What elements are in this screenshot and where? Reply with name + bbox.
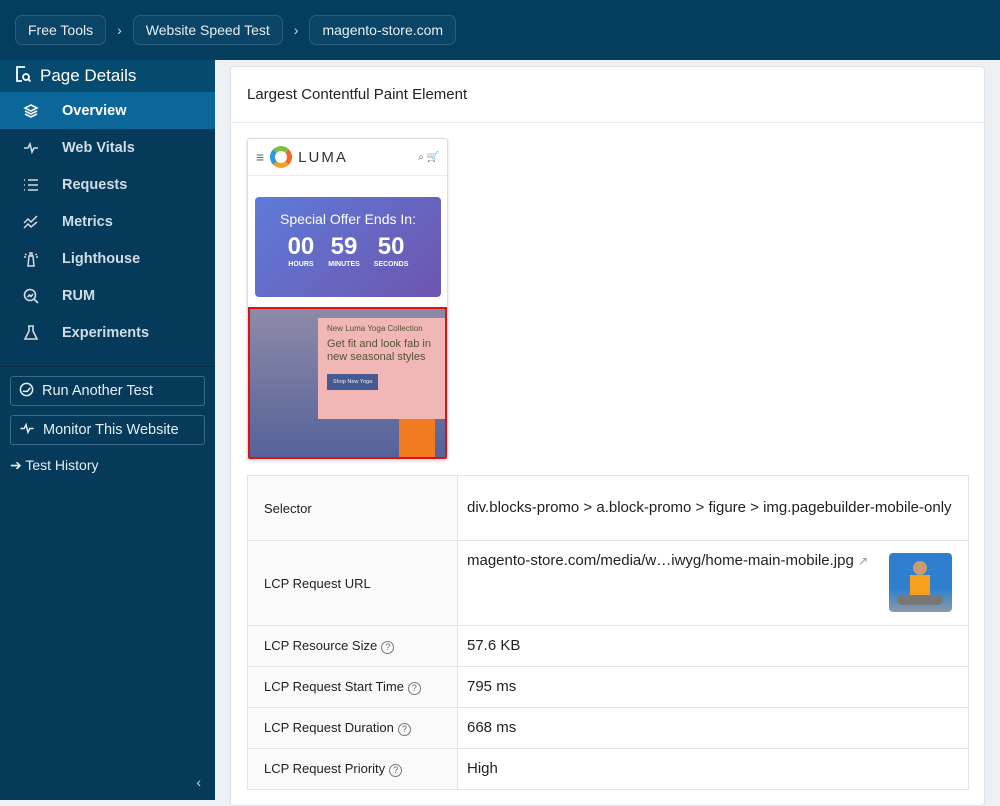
breadcrumb-free-tools[interactable]: Free Tools bbox=[15, 15, 107, 45]
sidebar-item-web-vitals[interactable]: Web Vitals bbox=[0, 129, 215, 166]
lcp-image-thumbnail[interactable] bbox=[889, 553, 952, 612]
chevron-right-icon: › bbox=[117, 22, 122, 38]
sidebar-item-metrics[interactable]: Metrics bbox=[0, 203, 215, 240]
lcp-url-link[interactable]: magento-store.com/media/w…iwyg/home-main… bbox=[467, 552, 854, 569]
sidebar-item-experiments[interactable]: Experiments bbox=[0, 314, 215, 351]
divider bbox=[0, 366, 215, 367]
table-row: LCP Request URL magento-store.com/media/… bbox=[247, 540, 969, 626]
table-row: LCP Request Start Time? 795 ms bbox=[247, 666, 969, 708]
search-cart-icon: ⌕ 🛒 bbox=[418, 151, 439, 163]
lighthouse-icon bbox=[22, 250, 40, 268]
sidebar-item-label: Requests bbox=[62, 176, 128, 193]
luma-header: ≡ LUMA ⌕ 🛒 bbox=[248, 139, 447, 176]
gauge-icon bbox=[19, 382, 34, 401]
chevron-right-icon: › bbox=[293, 22, 299, 38]
sidebar-item-label: RUM bbox=[62, 287, 96, 304]
layers-icon bbox=[22, 102, 40, 120]
luma-logo-icon bbox=[270, 146, 293, 168]
sidebar-item-requests[interactable]: Requests bbox=[0, 166, 215, 203]
run-another-test-label: Run Another Test bbox=[42, 383, 153, 399]
flask-icon bbox=[22, 324, 40, 342]
lcp-element-highlight: New Luma Yoga Collection Get fit and loo… bbox=[248, 307, 447, 459]
run-another-test-button[interactable]: Run Another Test bbox=[10, 376, 205, 406]
page-search-icon bbox=[14, 65, 32, 88]
monitor-website-button[interactable]: Monitor This Website bbox=[10, 415, 205, 445]
help-icon[interactable]: ? bbox=[381, 640, 395, 654]
help-icon[interactable]: ? bbox=[397, 722, 411, 736]
countdown-minutes: 59 MINUTES bbox=[328, 233, 360, 268]
sidebar: Page Details Overview Web Vitals Request… bbox=[0, 60, 215, 800]
offer-banner: Special Offer Ends In: 00 HOURS 59 MINUTES… bbox=[255, 197, 441, 297]
sidebar-item-label: Web Vitals bbox=[62, 139, 135, 156]
countdown-hours: 00 HOURS bbox=[287, 233, 315, 268]
page-details-heading: Page Details bbox=[0, 60, 215, 92]
lcp-element-card: Largest Contentful Paint Element ≡ LUMA … bbox=[230, 66, 985, 806]
table-row: LCP Resource Size? 57.6 KB bbox=[247, 625, 969, 667]
test-history-link[interactable]: ➔ Test History bbox=[10, 457, 99, 473]
breadcrumb-site[interactable]: magento-store.com bbox=[309, 15, 457, 45]
pulse-icon bbox=[22, 139, 40, 157]
hamburger-icon: ≡ bbox=[256, 149, 265, 165]
table-row: LCP Request Priority? High bbox=[247, 748, 969, 790]
external-link-icon[interactable]: ↗ bbox=[858, 554, 869, 568]
lcp-details-table: Selector div.blocks-promo > a.block-promo… bbox=[247, 475, 969, 790]
breadcrumb-website-speed-test[interactable]: Website Speed Test bbox=[132, 15, 283, 45]
sidebar-item-label: Experiments bbox=[62, 324, 150, 341]
chart-lines-icon bbox=[22, 213, 40, 231]
sidebar-item-rum[interactable]: RUM bbox=[0, 277, 215, 314]
pulse-icon bbox=[19, 421, 35, 440]
lcp-screenshot: ≡ LUMA ⌕ 🛒 Special Offer Ends In: 00 HOUR… bbox=[247, 138, 448, 460]
sidebar-item-overview[interactable]: Overview bbox=[0, 92, 215, 129]
table-row: LCP Request Duration? 668 ms bbox=[247, 707, 969, 749]
sidebar-item-label: Overview bbox=[62, 102, 127, 119]
sidebar-item-label: Lighthouse bbox=[62, 250, 141, 267]
list-icon bbox=[22, 176, 40, 194]
luma-logo: LUMA bbox=[298, 148, 348, 166]
breadcrumb: Free Tools › Website Speed Test › magent… bbox=[0, 0, 1000, 60]
help-icon[interactable]: ? bbox=[389, 763, 403, 777]
page-details-label: Page Details bbox=[40, 66, 137, 85]
help-icon[interactable]: ? bbox=[407, 681, 421, 695]
sidebar-item-label: Metrics bbox=[62, 213, 113, 230]
monitor-website-label: Monitor This Website bbox=[43, 422, 179, 438]
card-title: Largest Contentful Paint Element bbox=[231, 67, 984, 123]
rum-search-icon bbox=[22, 287, 40, 305]
sidebar-item-lighthouse[interactable]: Lighthouse bbox=[0, 240, 215, 277]
countdown-seconds: 50 SECONDS bbox=[373, 233, 409, 268]
offer-title: Special Offer Ends In: bbox=[280, 211, 416, 227]
table-row: Selector div.blocks-promo > a.block-promo… bbox=[247, 475, 969, 541]
collapse-sidebar-icon[interactable]: ‹ bbox=[196, 774, 201, 790]
promo-box: New Luma Yoga Collection Get fit and loo… bbox=[318, 318, 445, 419]
